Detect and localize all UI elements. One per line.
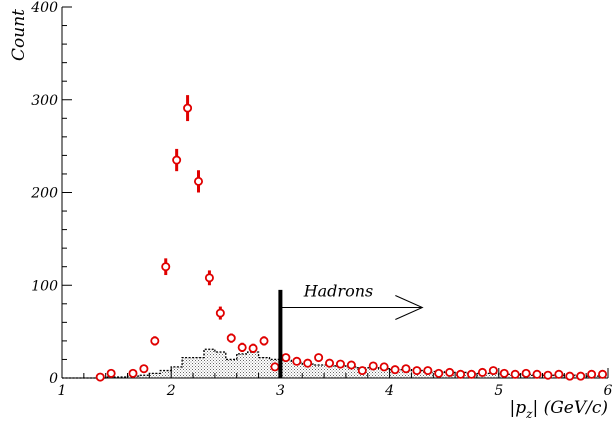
histogram-bar (171, 366, 183, 378)
data-point (565, 371, 575, 381)
arrow-head (395, 295, 424, 320)
x-tick-label: 1 (58, 383, 67, 399)
x-tick-label: 4 (384, 383, 394, 399)
data-point (204, 273, 214, 283)
histogram-bar (487, 373, 499, 378)
data-point (521, 368, 531, 378)
x-tick-label: 5 (494, 383, 503, 399)
data-point (532, 369, 542, 379)
data-point (477, 367, 487, 377)
histogram-bar (367, 367, 379, 378)
histogram-bar (313, 365, 325, 378)
data-point (576, 371, 586, 381)
data-point (346, 360, 356, 370)
data-point (183, 103, 193, 113)
histogram-bar (149, 373, 161, 378)
data-point (554, 369, 564, 379)
data-point (95, 372, 105, 382)
data-point (193, 176, 203, 186)
histogram-bar (324, 365, 335, 378)
histogram-bar (302, 364, 314, 378)
histogram-bar (203, 349, 215, 378)
y-tick-label: 100 (31, 278, 58, 294)
histogram-bar (160, 370, 172, 378)
y-tick-label: 300 (31, 93, 58, 109)
histogram-bar (236, 353, 248, 378)
histogram-bar (193, 357, 204, 378)
data-point (128, 368, 138, 378)
data-point (161, 262, 171, 272)
histogram-bar (378, 368, 390, 378)
data-point (390, 365, 400, 375)
data-point (510, 369, 520, 379)
data-point (237, 342, 247, 352)
histogram-bar (400, 369, 412, 378)
data-point (379, 362, 389, 372)
data-point (488, 366, 498, 376)
histogram-bar (258, 357, 270, 378)
y-tick-label: 200 (30, 186, 58, 202)
data-point (106, 368, 116, 378)
data-point (335, 359, 345, 369)
y-tick-label: 0 (49, 371, 58, 387)
data-point (499, 368, 509, 378)
data-point (325, 358, 335, 368)
x-tick-label: 2 (166, 383, 176, 399)
data-point (434, 368, 444, 378)
data-point (150, 336, 160, 346)
histogram-bar (335, 365, 346, 378)
data-point (259, 336, 269, 346)
y-tick-label: 400 (30, 0, 58, 16)
hadrons-label: Hadrons (303, 281, 374, 300)
histogram-bar (291, 362, 303, 378)
data-point (412, 366, 422, 376)
data-point (587, 369, 597, 379)
data-point (401, 364, 411, 374)
data-point (543, 370, 553, 380)
x-tick-label: 6 (604, 383, 613, 399)
data-point (445, 367, 455, 377)
data-point (270, 362, 280, 372)
histogram-bar (214, 352, 226, 378)
histogram-bar (247, 352, 259, 378)
data-point (314, 353, 324, 363)
histogram-bar (345, 366, 357, 378)
data-point (368, 361, 378, 371)
data-point (215, 308, 225, 318)
x-tick-label: 3 (276, 383, 285, 399)
histogram-bar (280, 360, 292, 378)
histogram-bar (138, 375, 150, 378)
data-point (466, 369, 476, 379)
data-point (281, 353, 291, 363)
data-point (139, 364, 149, 374)
histogram-bar (182, 357, 194, 378)
data-point (226, 333, 236, 343)
data-point (598, 369, 608, 379)
histogram-bar (225, 359, 237, 378)
data-point (303, 358, 313, 368)
data-point (248, 343, 258, 353)
data-point (357, 366, 367, 376)
data-point (292, 356, 302, 366)
x-axis-title: |pz| (GeV/c) (509, 398, 608, 421)
data-point (423, 366, 433, 376)
data-point (172, 155, 182, 165)
data-point (456, 369, 466, 379)
y-axis-title: Count (9, 9, 29, 61)
